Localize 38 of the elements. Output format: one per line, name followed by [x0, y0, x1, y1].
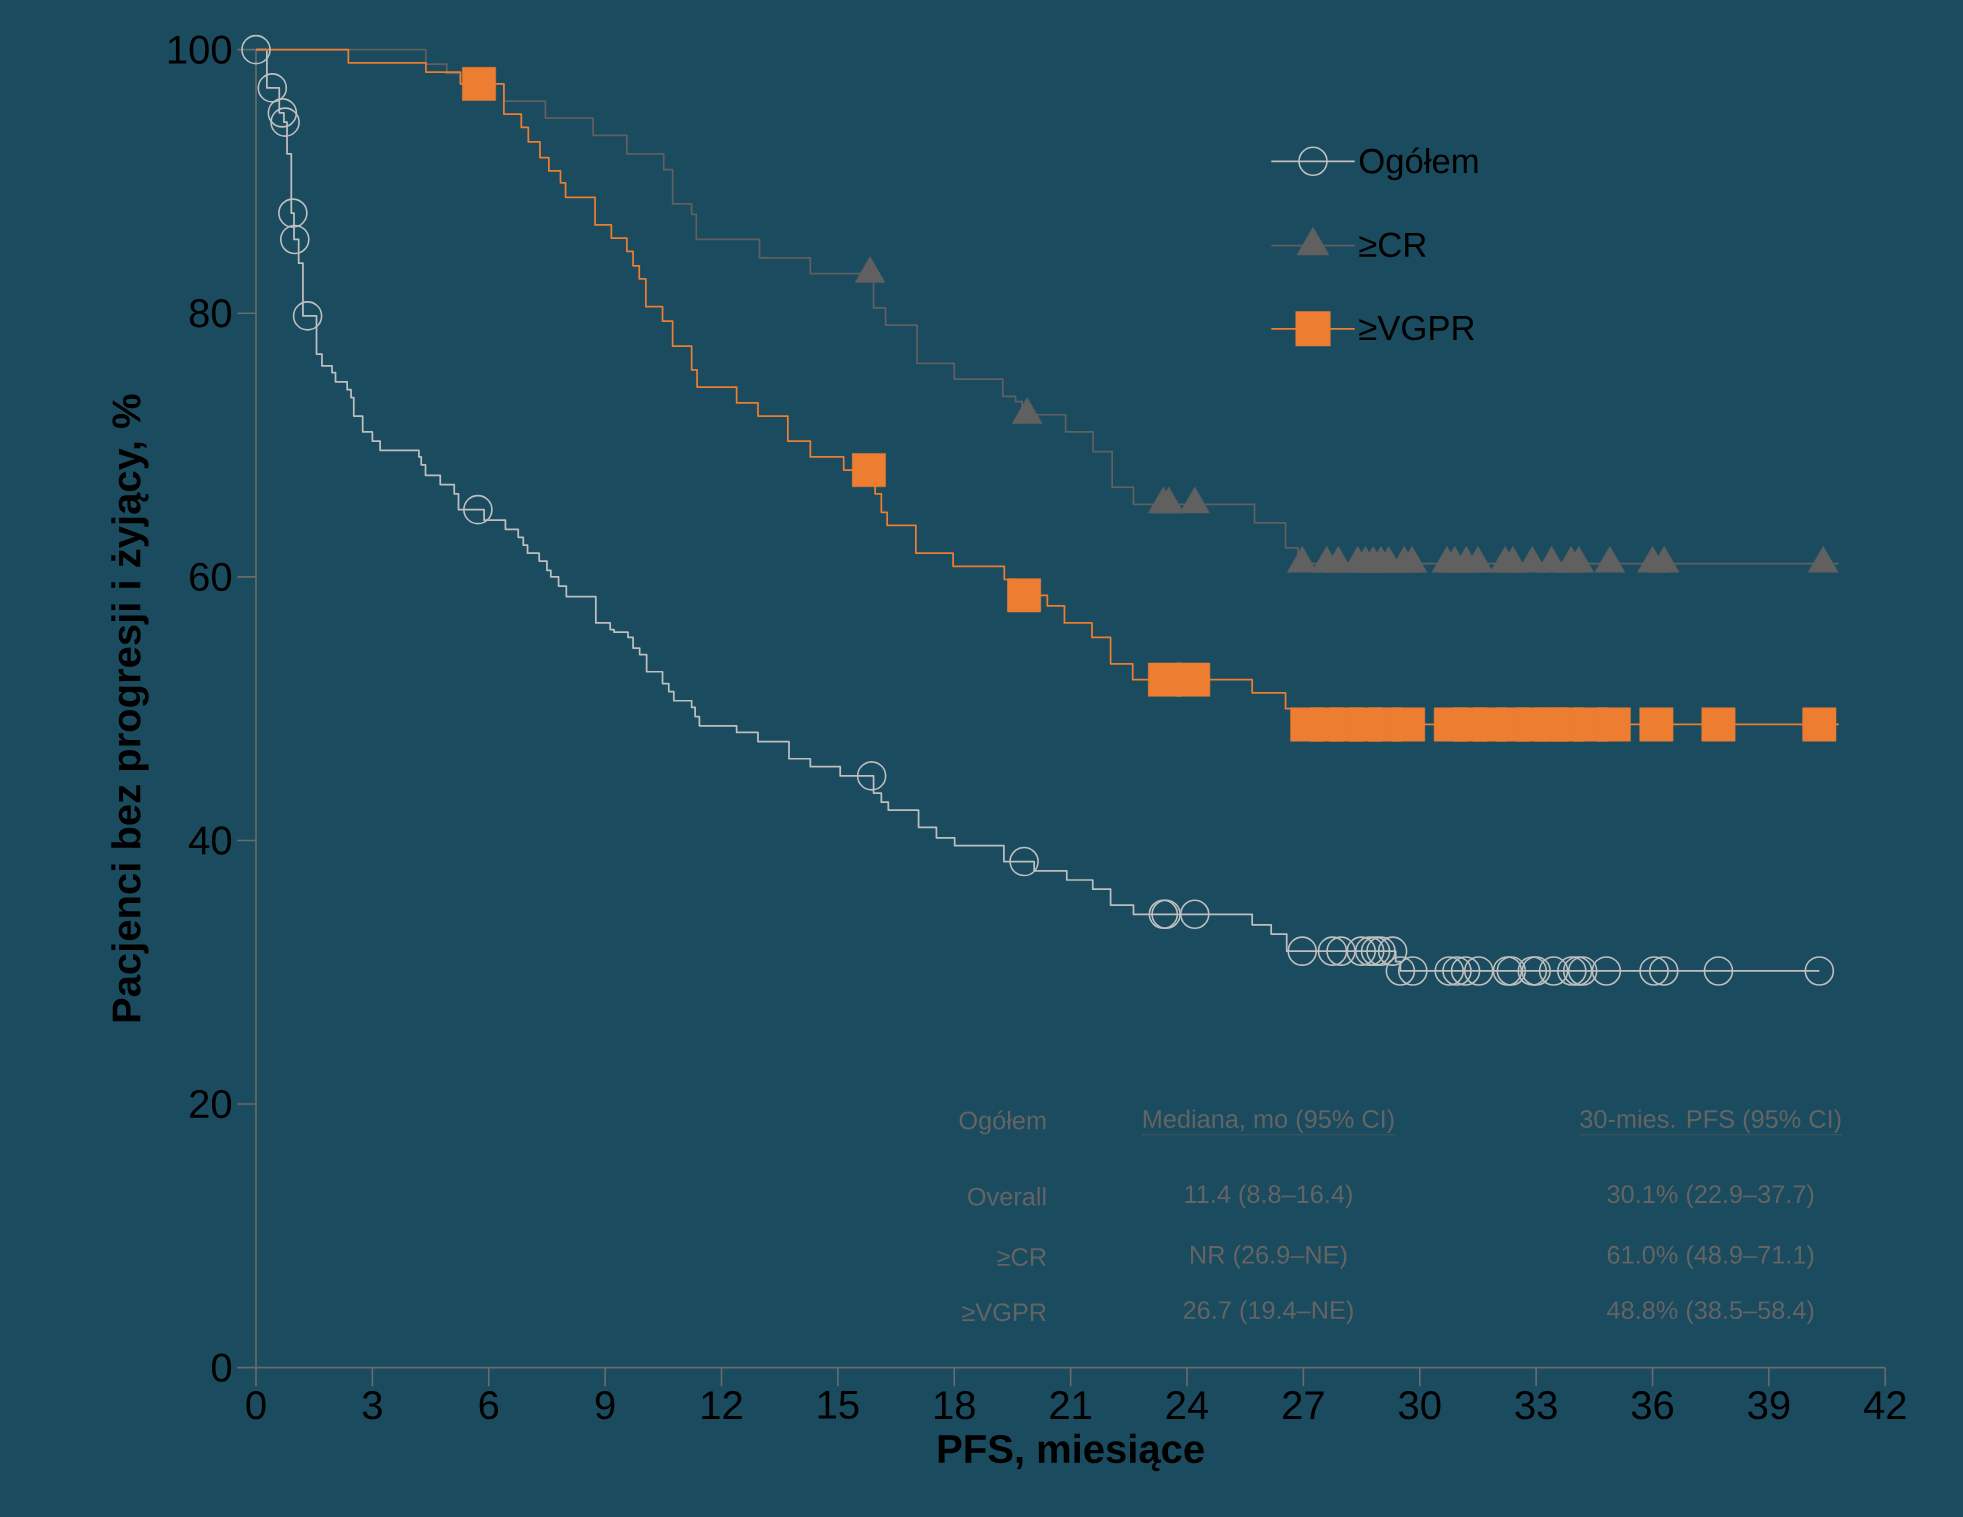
annotation: 61.0% (48.9–71.1): [1607, 1245, 1814, 1269]
annotation: ≥VGPR: [962, 1303, 1046, 1322]
annotation: 48.8% (38.5–58.4): [1607, 1300, 1814, 1325]
legend-label: ≥CR: [1359, 232, 1426, 258]
annotation: ≥CR: [997, 1247, 1046, 1266]
annotation: NR (26.9–NE): [1191, 1245, 1347, 1269]
legend-label: Ogółem: [1359, 147, 1478, 181]
x-tick-label: 3: [362, 1391, 382, 1420]
y-axis-title: Pacjenci bez progresji i żyjący, %: [111, 394, 149, 1022]
y-tick-label: 60: [190, 562, 232, 592]
x-axis-title: PFS, miesiące: [938, 1433, 1204, 1472]
x-tick-label: 33: [1515, 1391, 1557, 1420]
annotation: 11.4 (8.8–16.4): [1185, 1184, 1352, 1209]
x-tick-label: 18: [935, 1391, 975, 1420]
x-tick-label: 42: [1863, 1391, 1906, 1419]
x-tick-label: 9: [595, 1391, 615, 1420]
annotation: Mediana, mo (95% CI): [1143, 1109, 1394, 1133]
annotation: 30-mies. PFS (95% CI): [1580, 1109, 1841, 1133]
y-tick-label: 80: [189, 299, 232, 328]
y-tick-label: 40: [189, 826, 232, 855]
x-tick-label: 24: [1166, 1391, 1209, 1419]
annotation: 26.7 (19.4–NE): [1183, 1300, 1353, 1325]
annotation: Overall: [968, 1187, 1046, 1206]
x-tick-label: 36: [1631, 1391, 1674, 1420]
x-tick-label: 21: [1050, 1391, 1091, 1419]
y-tick-label: 0: [211, 1353, 232, 1382]
x-tick-label: 6: [479, 1391, 499, 1420]
x-tick-label: 0: [246, 1391, 266, 1420]
y-tick-label: 100: [168, 35, 232, 64]
y-tick-label: 20: [190, 1089, 232, 1119]
x-tick-label: 15: [818, 1391, 859, 1419]
x-tick-label: 27: [1283, 1391, 1324, 1419]
x-tick-label: 12: [702, 1391, 742, 1419]
annotation: Ogółem: [959, 1110, 1046, 1135]
x-tick-label: 30: [1399, 1391, 1441, 1420]
x-tick-label: 39: [1748, 1391, 1790, 1420]
legend-label: ≥VGPR: [1359, 315, 1474, 341]
annotation: 30.1% (22.9–37.7): [1607, 1184, 1814, 1209]
